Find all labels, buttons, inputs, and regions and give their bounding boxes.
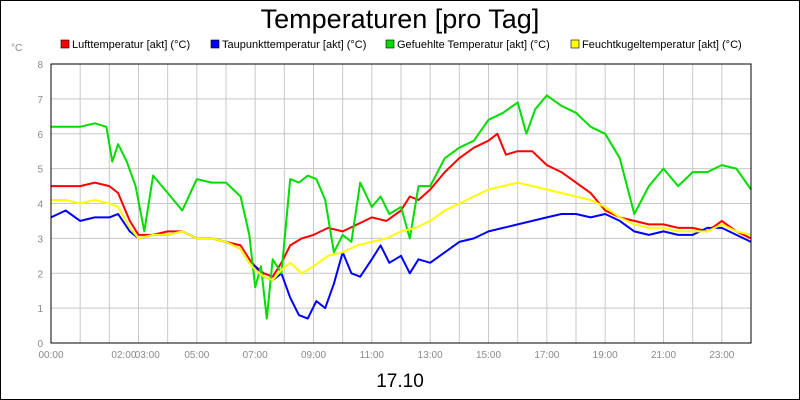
y-tick-label: 2 [37,269,43,280]
x-tick-label: 00:00 [38,350,63,361]
legend-swatch [570,39,580,49]
y-axis-ticks: 0 1 2 3 4 5 6 7 8 [37,60,43,350]
legend-swatch [210,39,220,49]
legend-label: Taupunkttemperatur [akt] (°C) [222,39,366,51]
y-unit-label: °C [11,43,22,54]
legend: Lufttemperatur [akt] (°C) Taupunkttempera… [60,39,742,51]
y-tick-label: 5 [37,165,43,176]
x-tick-label: 07:00 [243,350,268,361]
x-tick-label: 21:00 [651,350,676,361]
legend-swatch [385,39,395,49]
series-line-3 [51,94,752,320]
date-label: 17.10 [376,371,424,392]
legend-label: Gefuehlte Temperatur [akt] (°C) [397,39,550,51]
x-tick-label: 15:00 [476,350,501,361]
chart-title: Temperaturen [pro Tag] [261,4,540,34]
y-tick-label: 7 [37,95,43,106]
x-tick-label: 11:00 [360,350,385,361]
series-layer [50,94,752,320]
x-tick-label: 03:00 [135,350,160,361]
plot-border [50,63,752,344]
y-tick-label: 8 [37,60,43,71]
y-tick-label: 0 [37,339,43,350]
legend-label: Feuchtkugeltemperatur [akt] (°C) [582,39,742,51]
x-tick-label: 13:00 [418,350,443,361]
legend-label: Lufttemperatur [akt] (°C) [72,39,190,51]
series-line-4 [51,181,752,282]
y-tick-label: 6 [37,130,43,141]
x-tick-label: 02:00 [111,350,136,361]
y-tick-label: 4 [37,200,43,211]
y-tick-label: 3 [37,234,43,245]
legend-swatch [60,39,70,49]
x-tick-label: 09:00 [301,350,326,361]
x-tick-label: 17:00 [534,350,559,361]
x-tick-label: 19:00 [593,350,618,361]
x-tick-label: 05:00 [184,350,209,361]
x-tick-label: 23:00 [709,350,734,361]
y-tick-label: 1 [37,304,43,315]
